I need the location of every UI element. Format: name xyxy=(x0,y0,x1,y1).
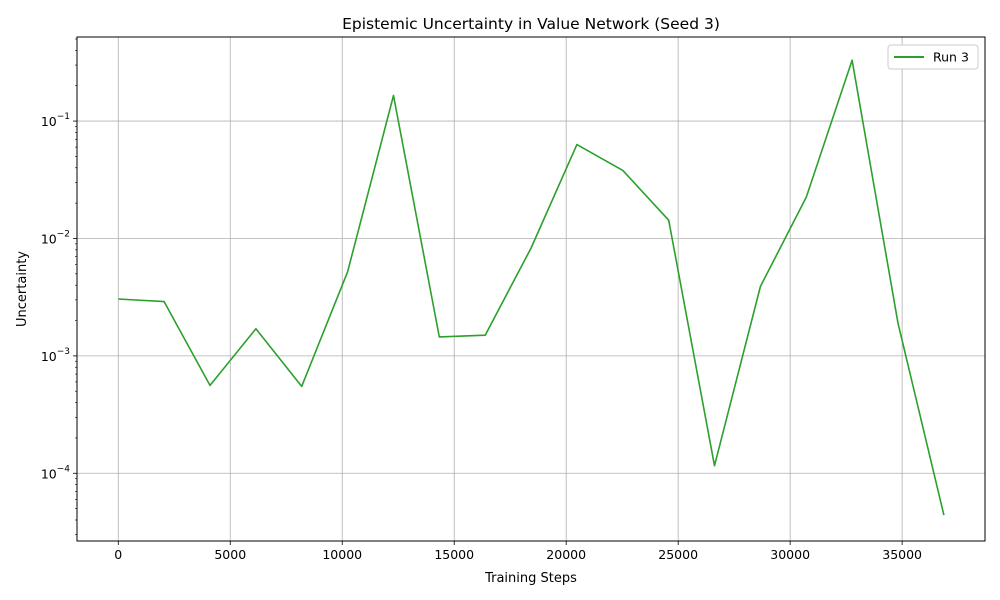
x-tick-label: 10000 xyxy=(322,547,362,562)
y-tick-label: 10−2 xyxy=(41,229,70,246)
y-tick-label: 10−1 xyxy=(41,112,70,129)
x-tick-label: 5000 xyxy=(214,547,246,562)
legend-label-run-3: Run 3 xyxy=(933,50,969,65)
y-tick-label: 10−3 xyxy=(41,347,70,364)
x-tick-label: 20000 xyxy=(546,547,586,562)
series-line-run-3 xyxy=(118,59,945,516)
x-tick-label: 0 xyxy=(114,547,122,562)
legend: Run 3 xyxy=(887,44,979,70)
ticks: 0 5000 10000 15000 20000 25000 30000 35000 10−4 1… xyxy=(41,38,922,562)
x-tick-label: 25000 xyxy=(658,547,698,562)
y-tick-label: 10−4 xyxy=(41,464,70,481)
x-tick-label: 15000 xyxy=(434,547,474,562)
y-axis-label: Uncertainty xyxy=(15,251,30,327)
legend-box xyxy=(887,44,979,70)
grid xyxy=(77,37,985,541)
x-tick-label: 35000 xyxy=(882,547,922,562)
plot-frame xyxy=(76,36,986,542)
chart-title: Epistemic Uncertainty in Value Network (… xyxy=(342,15,720,33)
series-layer xyxy=(118,59,945,516)
x-tick-label: 30000 xyxy=(770,547,810,562)
x-axis-label: Training Steps xyxy=(484,571,577,586)
